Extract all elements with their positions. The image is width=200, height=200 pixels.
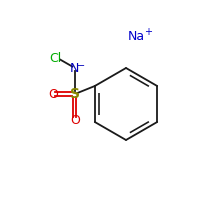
Text: S: S	[70, 87, 80, 101]
Text: Cl: Cl	[50, 52, 62, 66]
Text: Na: Na	[127, 29, 145, 43]
Text: N: N	[70, 62, 80, 75]
Text: O: O	[70, 114, 80, 127]
Text: −: −	[77, 61, 85, 71]
Text: O: O	[48, 88, 58, 101]
Text: +: +	[144, 27, 152, 37]
